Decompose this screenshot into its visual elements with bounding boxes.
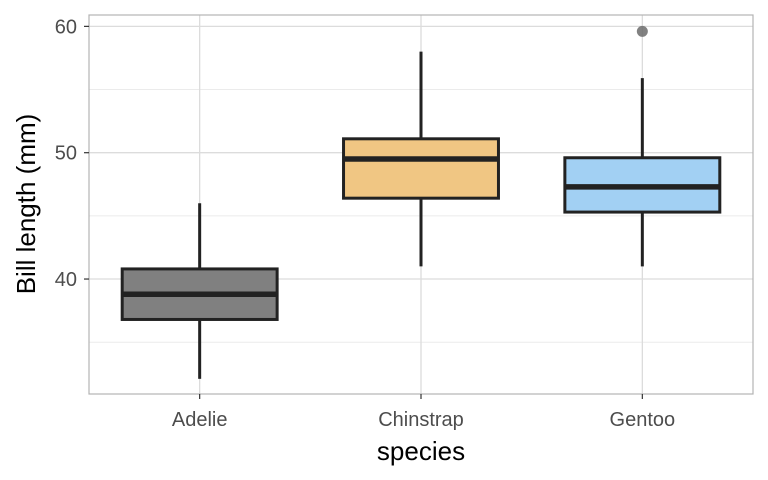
box-rect xyxy=(342,137,500,200)
box-adelie xyxy=(120,203,279,379)
y-axis-ticks: 40 50 60 xyxy=(55,16,89,291)
box-gentoo xyxy=(563,25,722,267)
outlier-point xyxy=(636,25,648,37)
y-axis-title: Bill length (mm) xyxy=(11,114,41,295)
y-tick-label: 40 xyxy=(55,269,77,291)
x-tick-label: Adelie xyxy=(172,409,228,431)
box-chinstrap xyxy=(342,51,500,267)
y-tick-label: 50 xyxy=(55,143,77,165)
y-tick-label: 60 xyxy=(55,16,77,38)
x-axis-title: species xyxy=(377,436,465,466)
x-tick-label: Gentoo xyxy=(610,409,676,431)
x-tick-label: Chinstrap xyxy=(378,409,464,431)
boxes xyxy=(120,25,722,379)
x-axis-ticks: Adelie Chinstrap Gentoo xyxy=(172,394,675,431)
